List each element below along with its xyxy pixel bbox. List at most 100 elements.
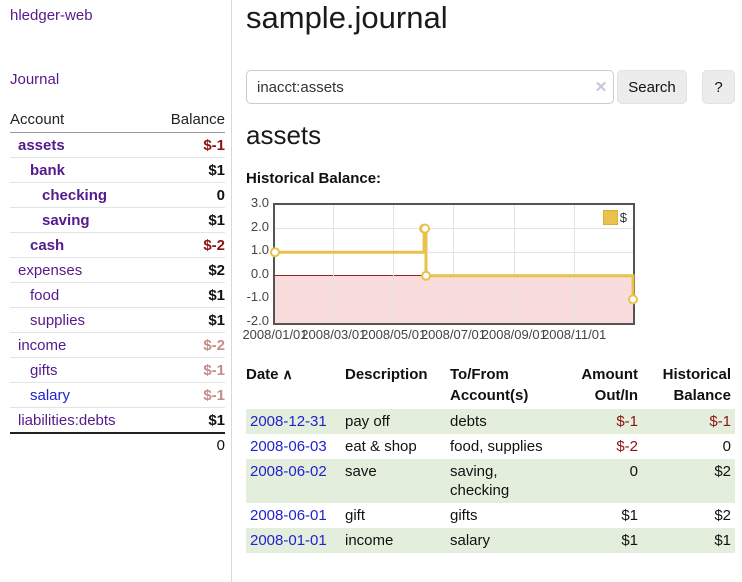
account-balance: $-1 xyxy=(203,361,225,379)
x-axis-tick-label: 2008/03/01 xyxy=(301,327,367,342)
register-cell-amount: $-2 xyxy=(616,438,638,455)
chart-title: Historical Balance: xyxy=(246,170,382,187)
vertical-gridline xyxy=(573,205,575,323)
register-cell-description: eat & shop xyxy=(345,438,417,455)
account-link[interactable]: bank xyxy=(30,161,66,179)
negative-region-fill xyxy=(275,275,633,323)
account-row: supplies $1 xyxy=(10,308,225,333)
account-total-row: 0 xyxy=(10,432,225,457)
legend-label: $ xyxy=(619,210,627,225)
zero-line xyxy=(275,275,633,277)
account-balance: $1 xyxy=(208,211,225,229)
data-point-marker xyxy=(421,270,432,281)
date-header-label: Date xyxy=(246,366,279,383)
register-cell-description: income xyxy=(345,528,450,553)
register-cell-amount: $1 xyxy=(562,528,642,553)
vertical-gridline xyxy=(393,205,395,323)
vertical-gridline xyxy=(453,205,454,323)
account-balance: $-1 xyxy=(203,386,225,404)
register-cell-date: 2008-01-01 xyxy=(246,528,345,553)
transaction-date-link[interactable]: 2008-12-31 xyxy=(250,413,327,430)
data-point-marker xyxy=(628,294,638,305)
register-cell-date: 2008-06-03 xyxy=(246,434,345,459)
brand-link[interactable]: hledger-web xyxy=(10,7,93,24)
search-input[interactable] xyxy=(246,70,614,104)
account-row: income $-2 xyxy=(10,333,225,358)
account-balance: $-2 xyxy=(203,336,225,354)
account-balance: $-1 xyxy=(203,136,225,154)
vertical-gridline xyxy=(333,205,335,323)
account-link[interactable]: checking xyxy=(42,186,108,204)
account-row: gifts $-1 xyxy=(10,358,225,383)
account-row: liabilities:debts $1 xyxy=(10,408,225,432)
account-tree: Account Balance assets $-1 bank $1 checking 0… xyxy=(10,107,225,457)
register-cell-description: gift xyxy=(345,507,366,524)
account-link[interactable]: cash xyxy=(30,236,65,254)
horizontal-gridline xyxy=(275,251,633,253)
account-row: saving $1 xyxy=(10,208,225,233)
x-axis-tick-label: 2008/11/01 xyxy=(542,327,607,342)
transaction-date-link[interactable]: 2008-06-02 xyxy=(250,463,327,480)
account-balance: $1 xyxy=(208,161,225,179)
transaction-date-link[interactable]: 2008-01-01 xyxy=(250,532,327,549)
account-row: expenses $2 xyxy=(10,258,225,283)
register-cell-balance: $1 xyxy=(642,528,735,553)
chart-plot-area: $ xyxy=(270,203,638,325)
transaction-date-link[interactable]: 2008-06-01 xyxy=(250,507,327,524)
account-balance: $-2 xyxy=(203,236,225,254)
account-row: salary $-1 xyxy=(10,383,225,408)
account-column-header: Account xyxy=(10,111,65,128)
account-link[interactable]: assets xyxy=(18,136,65,154)
account-row: food $1 xyxy=(10,283,225,308)
register-header-balance: Historical Balance xyxy=(662,366,731,404)
register-cell-amount: $1 xyxy=(621,507,638,524)
account-link[interactable]: income xyxy=(18,336,67,354)
register-cell-balance: $2 xyxy=(642,459,735,503)
horizontal-gridline xyxy=(275,228,633,230)
sidebar-item-journal[interactable]: Journal xyxy=(10,71,60,88)
register-cell-amount: $-1 xyxy=(562,409,642,434)
data-point-marker xyxy=(270,247,280,258)
account-link[interactable]: liabilities:debts xyxy=(18,411,116,429)
register-header-date[interactable]: Date ∧ xyxy=(246,362,345,409)
account-row: cash $-2 xyxy=(10,233,225,258)
total-balance: 0 xyxy=(216,437,225,454)
register-cell-balance: 0 xyxy=(722,438,731,455)
register-cell-tofrom: gifts xyxy=(450,507,478,524)
data-point-marker xyxy=(419,223,430,234)
x-axis-tick-label: 2008/05/01 xyxy=(361,327,427,342)
account-balance: 0 xyxy=(216,186,225,204)
transaction-date-link[interactable]: 2008-06-03 xyxy=(250,438,327,455)
register-cell-tofrom: food, supplies xyxy=(450,438,543,455)
horizontal-gridline xyxy=(275,298,633,300)
account-link[interactable]: expenses xyxy=(18,261,83,279)
x-axis-tick-label: 2008/09/01 xyxy=(481,327,547,342)
y-axis-tick-label: 1.0 xyxy=(250,242,269,258)
y-axis-tick-label: -1.0 xyxy=(246,289,269,305)
account-link[interactable]: saving xyxy=(42,211,90,229)
register-table: Date ∧ Description To/From Account(s) Amount… xyxy=(246,362,735,553)
data-point-marker xyxy=(420,223,431,234)
help-button[interactable]: ? xyxy=(702,70,735,104)
account-link[interactable]: salary xyxy=(30,386,71,404)
x-axis-tick-label: 2008/01/01 xyxy=(242,327,308,342)
sidebar: hledger-web Journal Account Balance asse… xyxy=(0,0,232,582)
account-link[interactable]: food xyxy=(30,286,60,304)
register-cell-tofrom: salary xyxy=(450,528,562,553)
register-cell-description: pay off xyxy=(345,409,450,434)
account-balance: $1 xyxy=(208,311,225,329)
clear-search-icon[interactable]: ✕ xyxy=(594,79,608,96)
account-rows: assets $-1 bank $1 checking 0 saving $1 cash $-2 e… xyxy=(10,133,225,432)
account-link[interactable]: gifts xyxy=(30,361,58,379)
register-cell-description: save xyxy=(345,459,450,503)
account-link[interactable]: supplies xyxy=(30,311,86,329)
register-cell-tofrom: saving, checking xyxy=(450,459,562,503)
page-title: sample.journal xyxy=(246,0,448,35)
search-button[interactable]: Search xyxy=(617,70,687,104)
register-header-tofrom: To/From Account(s) xyxy=(450,366,529,404)
register-header-amount: Amount Out/In xyxy=(581,366,638,404)
vertical-gridline xyxy=(513,205,515,323)
y-axis-tick-label: 3.0 xyxy=(250,195,269,210)
y-axis-tick-label: -2.0 xyxy=(246,313,269,328)
